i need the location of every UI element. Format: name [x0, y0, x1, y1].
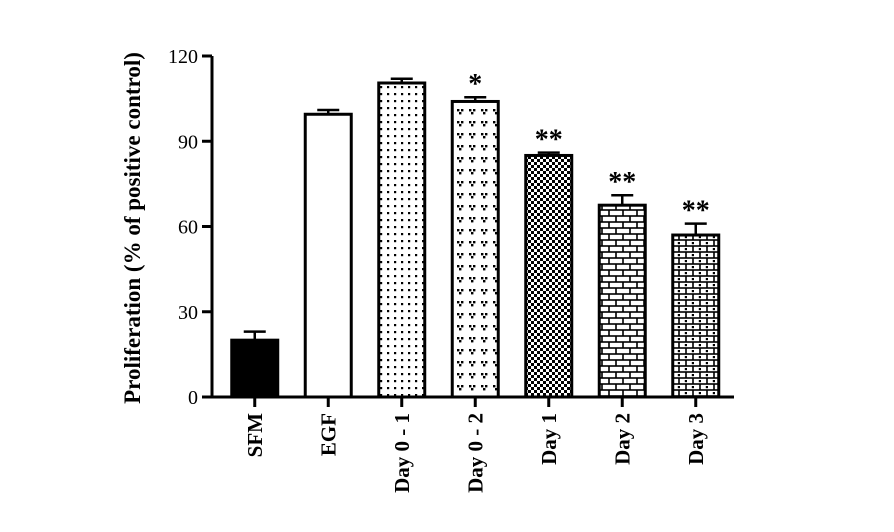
bar-day-0-2 — [450, 99, 500, 399]
significance-day-1: ** — [535, 125, 563, 156]
bar-day-1 — [524, 153, 574, 399]
y-tick-label: 120 — [168, 46, 198, 68]
y-tick-label: 90 — [178, 131, 198, 153]
y-tick-label: 60 — [178, 217, 198, 239]
y-axis-title: Proliferation (% of positive control) — [120, 52, 145, 404]
y-tick-label: 30 — [178, 302, 198, 324]
x-label-egf: EGF — [316, 413, 340, 456]
significance-day-3: ** — [682, 196, 710, 227]
x-label-day-0-2: Day 0 - 2 — [463, 413, 487, 493]
category-labels-group: SFM EGF Day 0 - 1 Day 0 - 2 Day 1 Day 2 Day 3 — [243, 413, 708, 493]
bars-group: ******* — [230, 69, 721, 399]
x-label-day-1: Day 1 — [537, 413, 561, 465]
bar-egf — [303, 112, 353, 399]
bar-sfm — [230, 338, 280, 399]
x-label-day-0-1: Day 0 - 1 — [390, 413, 414, 493]
y-tick-label: 0 — [188, 387, 198, 409]
significance-day-2: ** — [608, 167, 636, 198]
bar-day-2 — [597, 203, 647, 399]
y-axis: 0 30 60 90 120 — [168, 46, 214, 409]
x-label-sfm: SFM — [243, 413, 267, 458]
x-label-day-3: Day 3 — [684, 413, 708, 465]
bar-day-0-1 — [377, 81, 427, 399]
x-label-day-2: Day 2 — [610, 413, 634, 465]
bar-day-3 — [671, 233, 721, 399]
significance-day-0-2: * — [468, 69, 482, 100]
